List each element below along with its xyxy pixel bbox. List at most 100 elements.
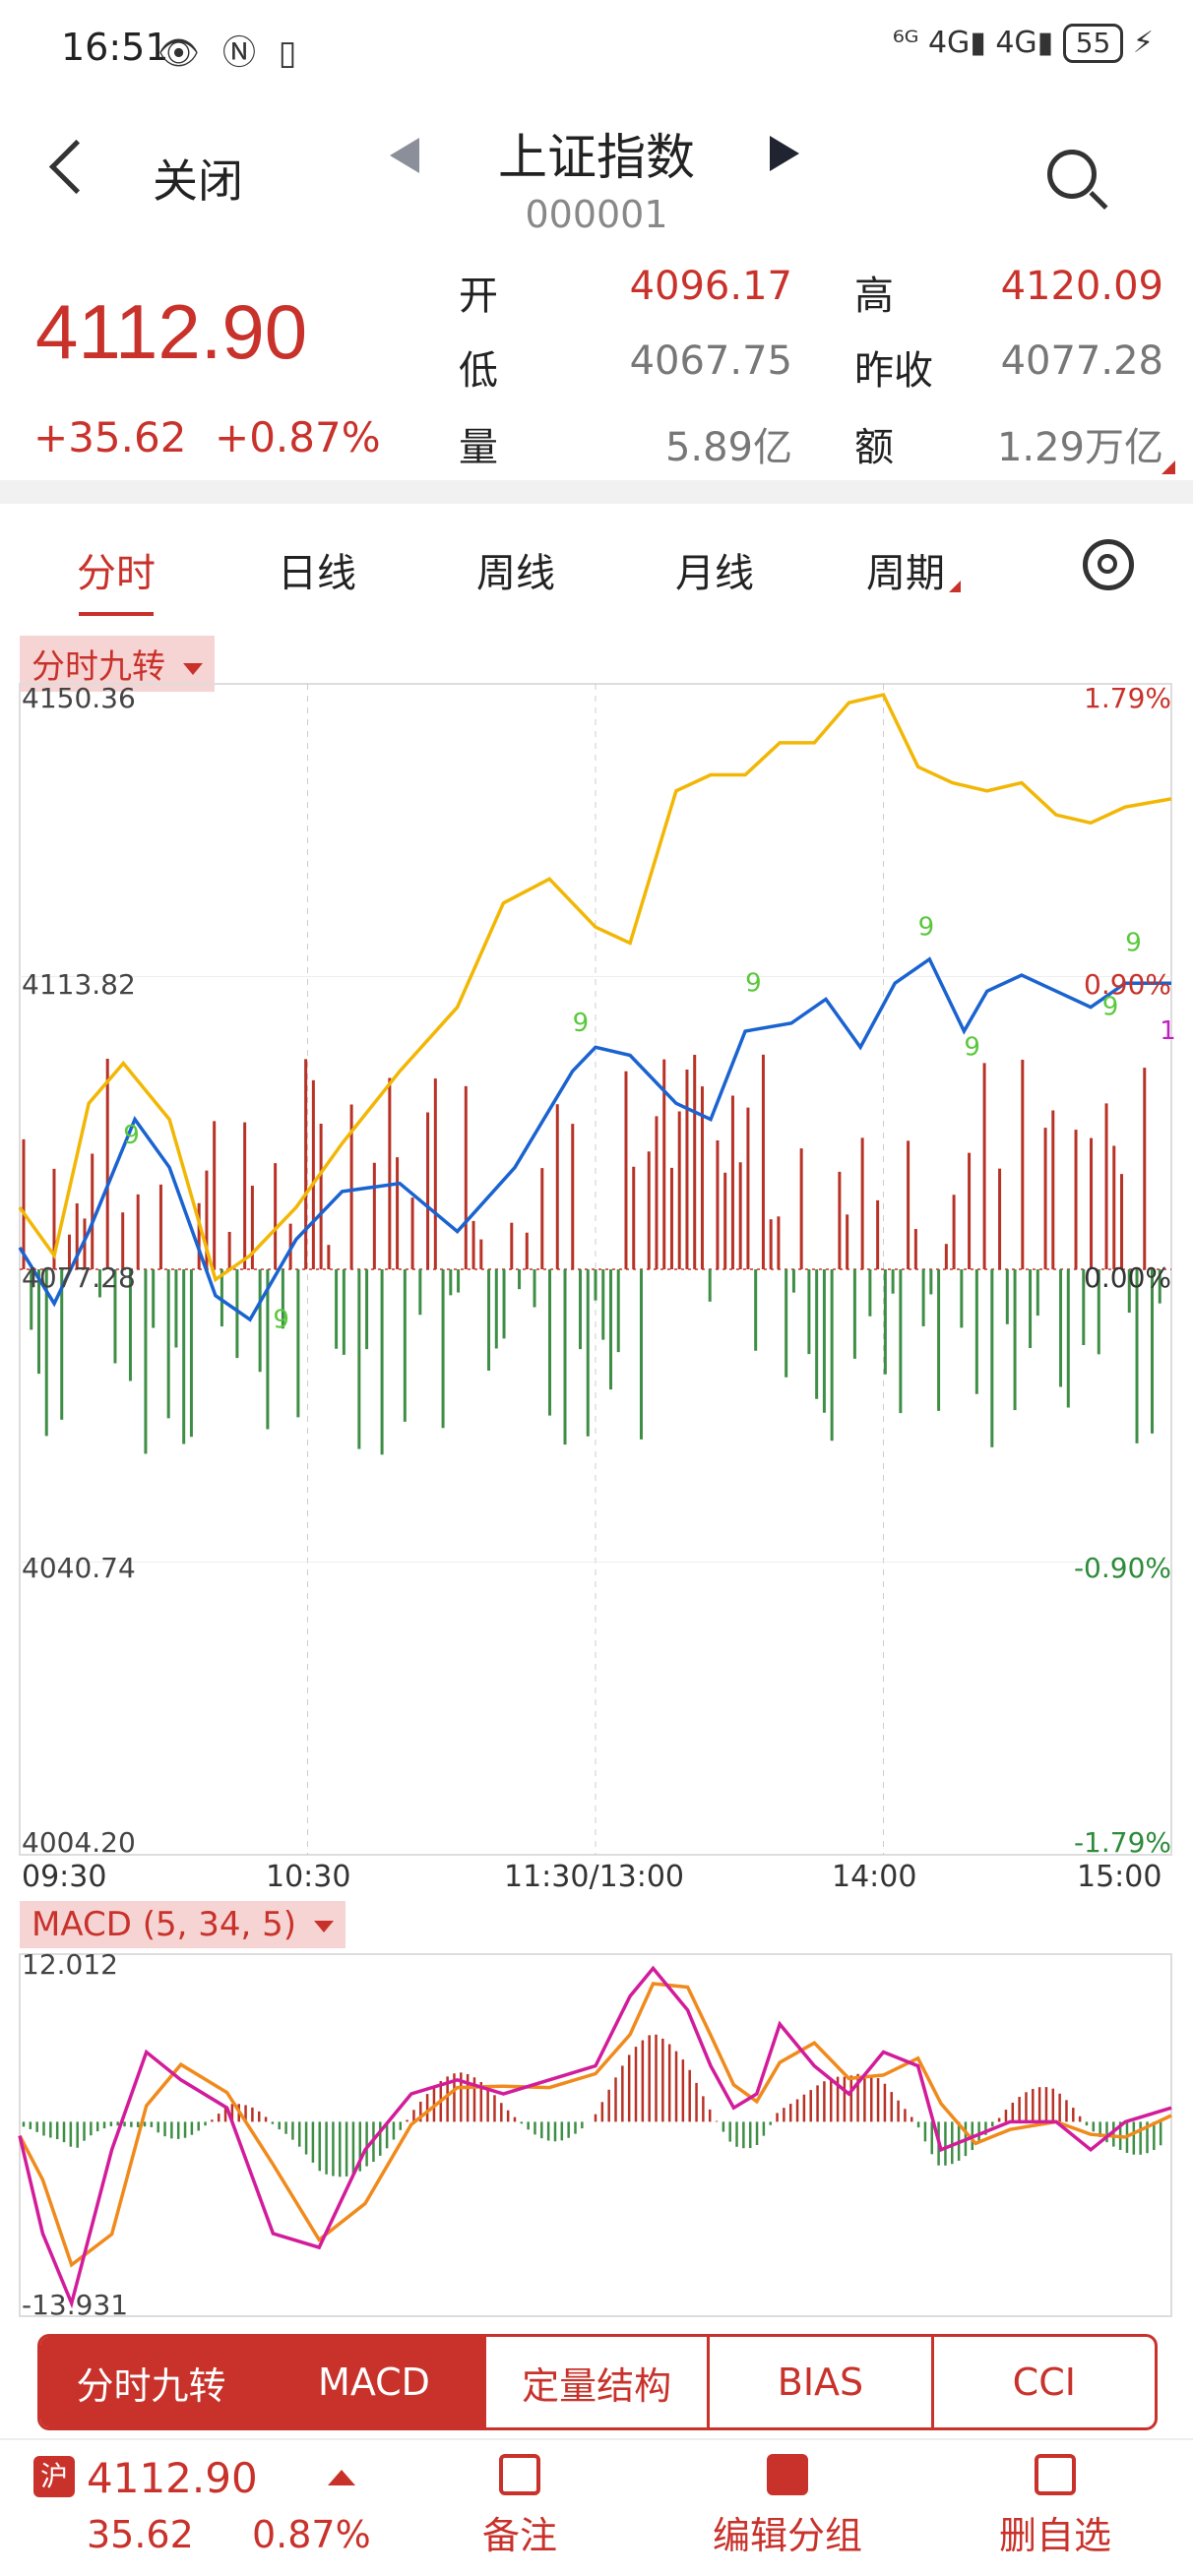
price-change: +35.62 — [33, 413, 187, 461]
indicator-tabs: 分时九转 MACD 定量结构 BIAS CCI — [37, 2334, 1158, 2430]
remove-watchlist-label: 删自选 — [998, 2514, 1111, 2557]
tab-active-underline — [79, 612, 154, 616]
indicator-tab[interactable]: 定量结构 — [486, 2337, 711, 2427]
prev-close-value: 4077.28 — [1000, 338, 1163, 384]
remove-watchlist-button[interactable]: 删自选 — [957, 2454, 1154, 2559]
high-value: 4120.09 — [1000, 264, 1163, 309]
status-left-icons: 👁 Ⓝ ▯ — [157, 33, 303, 73]
indicator-label: 分时九转 — [31, 647, 165, 687]
nine-mark: 9 — [745, 968, 762, 998]
minus-icon — [1035, 2454, 1076, 2495]
tab-weekly[interactable]: 周线 — [476, 551, 555, 596]
footer-change-pct: 0.87% — [252, 2513, 371, 2556]
up-arrow-icon — [328, 2470, 355, 2485]
y-label-right: 0.00% — [1084, 1261, 1171, 1294]
tab-daily[interactable]: 日线 — [278, 551, 356, 596]
x-label: 11:30/13:00 — [504, 1860, 685, 1894]
macd-label: MACD (5, 34, 5) — [31, 1905, 297, 1944]
indicator-tab[interactable]: MACD — [265, 2337, 486, 2427]
open-value: 4096.17 — [629, 264, 792, 309]
indicator-tab[interactable]: BIAS — [710, 2337, 934, 2427]
market-badge: 沪 — [33, 2456, 75, 2497]
close-button[interactable]: 关闭 — [153, 154, 243, 208]
tab-monthly[interactable]: 月线 — [675, 551, 754, 596]
tab-period[interactable]: 周期 — [866, 551, 945, 596]
avg-line — [18, 693, 1172, 1283]
edit-group-button[interactable]: 编辑分组 — [689, 2454, 886, 2559]
indicator-selector[interactable]: 分时九转 — [20, 636, 215, 692]
current-price: 4112.90 — [35, 288, 308, 375]
y-label-right: -1.79% — [1073, 1826, 1171, 1859]
macd-frame — [19, 1953, 1172, 2317]
macd-y-top: 12.012 — [22, 1948, 118, 1981]
volume-value: 5.89亿 — [664, 425, 792, 470]
x-label: 10:30 — [266, 1860, 351, 1894]
gear-icon[interactable] — [1083, 539, 1134, 590]
quote-panel: 4112.90 +35.62 +0.87% 开 4096.17 高 4120.0… — [0, 258, 1193, 476]
amount-label: 额 — [854, 425, 894, 470]
top-nav: 关闭 上证指数 000001 — [0, 98, 1193, 256]
page-title: 上证指数 — [498, 129, 695, 186]
open-label: 开 — [459, 274, 498, 319]
low-value: 4067.75 — [629, 338, 792, 384]
indicator-tab[interactable]: CCI — [1012, 2361, 1076, 2404]
note-button[interactable]: 备注 — [421, 2454, 618, 2559]
price-line — [18, 956, 1171, 1322]
bottom-toolbar: 沪 4112.90 35.62 0.87% 备注 编辑分组 删自选 — [0, 2438, 1193, 2576]
prev-close-label: 昨收 — [854, 348, 933, 394]
nine-mark: 9 — [1125, 929, 1142, 958]
y-label-left: 4113.82 — [22, 968, 136, 1001]
next-stock-icon[interactable] — [770, 136, 799, 171]
nine-mark: 9 — [573, 1009, 590, 1038]
macd-chart[interactable] — [0, 1946, 1193, 2326]
nine-mark: 9 — [1102, 993, 1119, 1022]
x-label: 09:30 — [22, 1860, 107, 1894]
x-label: 15:00 — [1077, 1860, 1162, 1894]
y-label-left: 4040.74 — [22, 1552, 136, 1584]
intraday-chart[interactable]: 9 9 9 9 9 9 9 9 1 — [0, 679, 1193, 1899]
edit-icon — [499, 2454, 540, 2495]
footer-price: 4112.90 — [87, 2454, 258, 2502]
period-tabs: 分时 日线 周线 月线 周期 — [0, 512, 1193, 630]
prev-stock-icon[interactable] — [390, 138, 419, 173]
y-label-right: 0.90% — [1084, 968, 1171, 1001]
macd-y-bottom: -13.931 — [22, 2289, 129, 2321]
battery-icon: 55 — [1062, 24, 1124, 63]
macd-dif-line — [18, 1965, 1172, 2309]
chevron-down-icon — [314, 1920, 335, 1932]
footer-change: 35.62 — [87, 2513, 194, 2556]
y-label-right: -0.90% — [1073, 1552, 1171, 1584]
indicator-tab[interactable]: 分时九转 — [40, 2337, 265, 2427]
macd-dea-line — [18, 1982, 1172, 2268]
period-corner-icon — [949, 581, 961, 592]
status-time: 16:51 — [61, 26, 169, 69]
expand-corner-icon[interactable] — [1162, 460, 1175, 474]
note-label: 备注 — [481, 2514, 557, 2557]
nine-mark: 9 — [918, 912, 935, 942]
tab-intraday[interactable]: 分时 — [77, 551, 156, 596]
y-label-left: 4004.20 — [22, 1826, 136, 1859]
divider — [0, 480, 1193, 504]
x-label: 14:00 — [832, 1860, 917, 1894]
y-label-left: 4077.28 — [22, 1261, 136, 1294]
nine-mark: 9 — [273, 1305, 289, 1334]
signal-icons: ⁶ᴳ 4G▮ 4G▮ — [892, 26, 1054, 60]
nine-mark: 9 — [964, 1032, 980, 1062]
group-icon — [767, 2454, 808, 2495]
status-right-icons: ⁶ᴳ 4G▮ 4G▮ 55 ⚡ — [893, 24, 1154, 63]
y-label-left: 4150.36 — [22, 682, 136, 714]
stock-code: 000001 — [525, 193, 668, 236]
charging-icon: ⚡ — [1132, 26, 1154, 60]
status-bar: 16:51 👁 Ⓝ ▯ ⁶ᴳ 4G▮ 4G▮ 55 ⚡ — [0, 0, 1193, 98]
nine-mark: 1 — [1160, 1016, 1176, 1046]
amount-value: 1.29万亿 — [996, 425, 1163, 470]
chevron-down-icon — [183, 662, 203, 675]
volume-label: 量 — [459, 425, 498, 470]
high-label: 高 — [854, 274, 894, 319]
search-icon[interactable] — [1047, 150, 1097, 199]
y-label-right: 1.79% — [1084, 682, 1171, 714]
price-change-pct: +0.87% — [215, 413, 381, 461]
macd-selector[interactable]: MACD (5, 34, 5) — [20, 1901, 346, 1948]
edit-group-label: 编辑分组 — [712, 2514, 862, 2557]
low-label: 低 — [459, 348, 498, 394]
